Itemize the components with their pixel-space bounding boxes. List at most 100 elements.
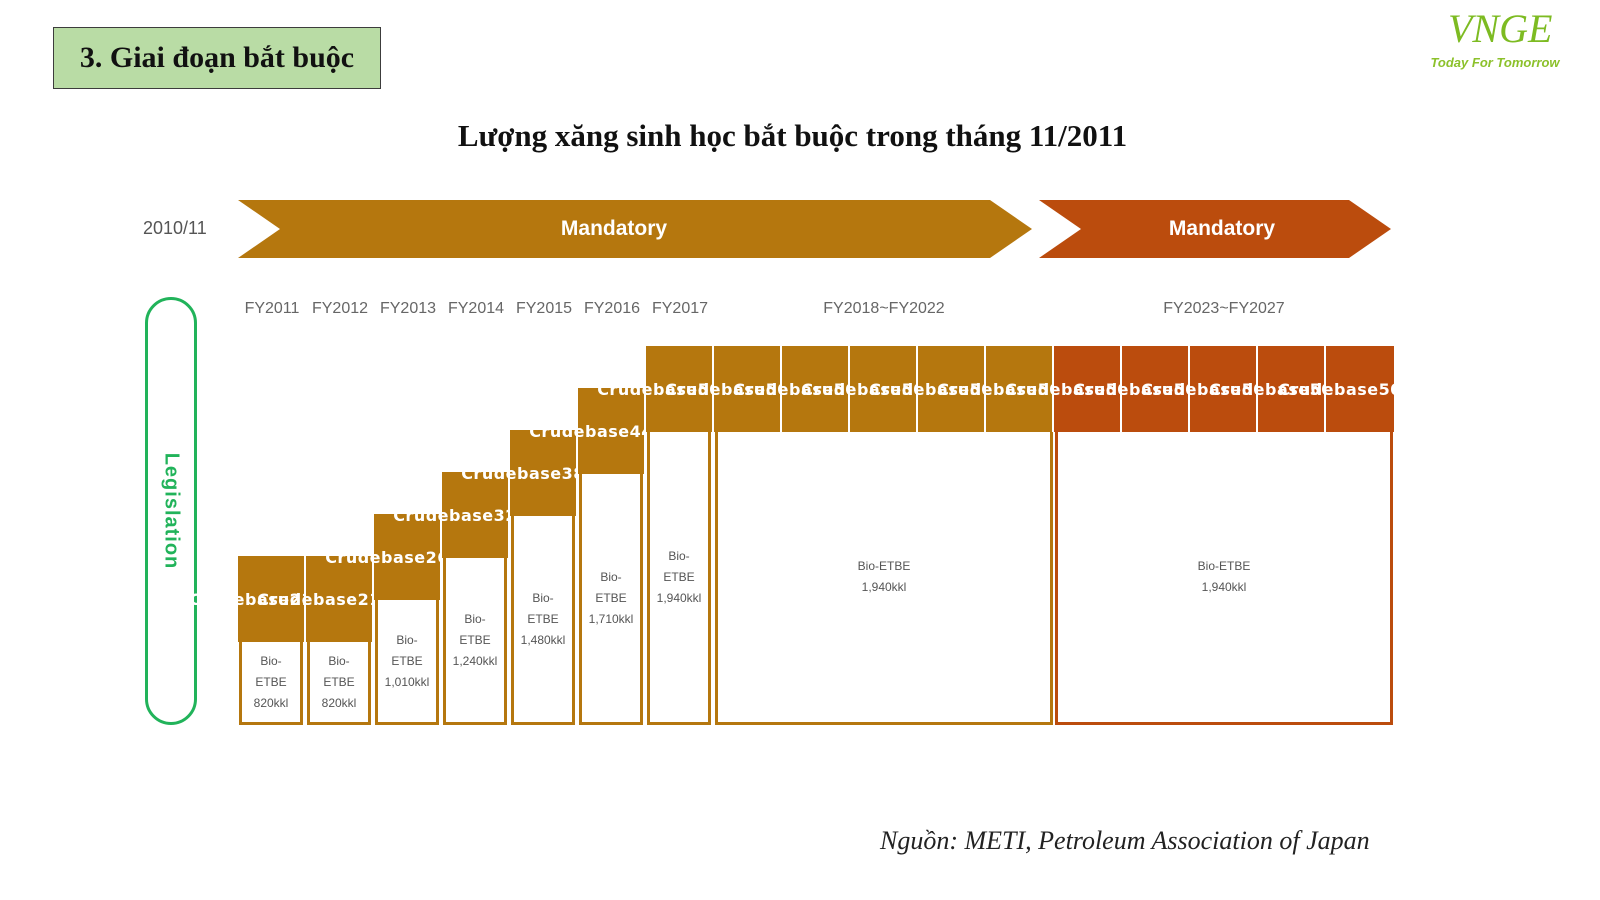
legislation-label: Legislation bbox=[160, 452, 183, 570]
bio-etbe-group-fy2018-fy2022: Bio-ETBE 1,940kkl bbox=[715, 432, 1053, 725]
crude-base-bar: Crudebase320kkl bbox=[393, 472, 556, 558]
label-line: base bbox=[517, 463, 562, 483]
label-line: base bbox=[721, 379, 766, 399]
label-line: base bbox=[245, 589, 290, 609]
phase-label-2: Mandatory bbox=[1168, 217, 1276, 240]
bio-etbe-label: Bio- ETBE 1,010kkl bbox=[385, 630, 430, 693]
label-line: Crude bbox=[529, 421, 586, 441]
label-line: base bbox=[857, 379, 902, 399]
label-line: Crude bbox=[1209, 379, 1266, 399]
bio-etbe-label: Bio- ETBE 1,940kkl bbox=[657, 546, 702, 609]
phase-arrow-1 bbox=[238, 200, 1032, 258]
label-line: 1,240kkl bbox=[452, 653, 498, 668]
label-line: base bbox=[925, 379, 970, 399]
column-divider-tick bbox=[1257, 722, 1259, 725]
label-line: ETBE bbox=[595, 590, 627, 605]
column-divider-tick bbox=[917, 722, 919, 725]
timeline-start-label: 2010/11 bbox=[143, 218, 207, 238]
label-line: base bbox=[449, 505, 494, 525]
label-line: Bio- bbox=[396, 632, 418, 647]
label-line: Bio-ETBE bbox=[1197, 559, 1251, 573]
label-line: Crude bbox=[665, 379, 722, 399]
year-label-fy2014: FY2014 bbox=[447, 300, 505, 317]
label-line: Crude bbox=[1141, 379, 1198, 399]
label-line: base bbox=[1265, 379, 1310, 399]
phase-arrow-1-shape bbox=[238, 200, 1032, 258]
year-label-fy2011: FY2011 bbox=[244, 300, 300, 317]
column-divider-tick bbox=[1189, 722, 1191, 725]
label-line: Crude bbox=[393, 505, 450, 525]
label-line: Bio- bbox=[532, 590, 554, 605]
logo-mark: VNGE bbox=[1448, 6, 1553, 51]
bio-etbe-label: Bio- ETBE 1,710kkl bbox=[589, 567, 634, 630]
crude-base-bar: Crudebase260kkl bbox=[325, 514, 488, 600]
label-line: 1,940kkl bbox=[1201, 580, 1247, 594]
label-line: Bio- bbox=[260, 653, 282, 668]
label-line: base bbox=[1197, 379, 1242, 399]
year-label-fy2015: FY2015 bbox=[515, 300, 573, 317]
label-line: Crude bbox=[257, 589, 314, 609]
logo-tagline: Today For Tomorrow bbox=[1430, 55, 1560, 70]
label-line: ETBE bbox=[391, 653, 423, 668]
label-line: base bbox=[1129, 379, 1174, 399]
phase-arrow-2 bbox=[1039, 200, 1391, 258]
label-line: Crude bbox=[1005, 379, 1062, 399]
phase-arrow-2-shape bbox=[1039, 200, 1391, 258]
legislation-frame bbox=[145, 297, 197, 725]
label-line: 820kkl bbox=[321, 695, 357, 710]
label-line: Crude bbox=[325, 547, 382, 567]
bio-etbe-label: Bio- ETBE 820kkl bbox=[322, 651, 357, 714]
column-divider-tick bbox=[849, 722, 851, 725]
label-line: base bbox=[653, 379, 698, 399]
label-line: ETBE bbox=[527, 611, 559, 626]
label-line: base bbox=[585, 421, 630, 441]
phase-label-1: Mandatory bbox=[560, 217, 668, 240]
vnge-logo: VNGE Today For Tomorrow bbox=[1410, 5, 1580, 80]
chart-title: Lượng xăng sinh học bắt buộc trong tháng… bbox=[457, 118, 1128, 153]
bio-etbe-label: Bio- ETBE 1,240kkl bbox=[453, 609, 498, 672]
column-divider-tick bbox=[781, 722, 783, 725]
label-line: base bbox=[993, 379, 1038, 399]
label-line: 1,710kkl bbox=[588, 611, 634, 626]
bio-etbe-bar: Bio- ETBE 820kkl bbox=[307, 642, 371, 725]
label-line: 820kkl bbox=[253, 695, 289, 710]
label-line: 1,940kkl bbox=[656, 590, 702, 605]
bio-etbe-bar: Bio- ETBE 820kkl bbox=[239, 642, 303, 725]
label-line: Crude bbox=[597, 379, 654, 399]
crude-base-bar: Crudebase440kkl bbox=[529, 388, 692, 474]
label-line: Crude bbox=[801, 379, 858, 399]
bio-etbe-group-fy2023-fy2027: Bio-ETBE 1,940kkl bbox=[1055, 432, 1393, 725]
bio-etbe-bar: Bio- ETBE 1,010kkl bbox=[375, 600, 439, 725]
bio-etbe-label: Bio- ETBE 820kkl bbox=[254, 651, 289, 714]
year-label-fy2012: FY2012 bbox=[311, 300, 369, 317]
label-line: ETBE bbox=[663, 569, 695, 584]
label-line: base bbox=[1061, 379, 1106, 399]
bio-etbe-bar: Bio- ETBE 1,480kkl bbox=[511, 516, 575, 725]
bio-etbe-label: Bio- ETBE 1,480kkl bbox=[521, 588, 566, 651]
label-line: Bio-ETBE bbox=[857, 559, 911, 573]
label-line: Bio- bbox=[668, 548, 690, 563]
crude-base-bar: Crudebase380kkl bbox=[461, 430, 624, 516]
label-line: Crude bbox=[1278, 379, 1335, 399]
label-line: base bbox=[789, 379, 834, 399]
source-citation: Nguồn: METI, Petroleum Association of Ja… bbox=[880, 826, 1370, 855]
label-line: Crude bbox=[869, 379, 926, 399]
label-line: Crude bbox=[1073, 379, 1130, 399]
bio-etbe-bar: Bio- ETBE 1,240kkl bbox=[443, 558, 507, 725]
label-line: Crude bbox=[733, 379, 790, 399]
column-divider-tick bbox=[1325, 722, 1327, 725]
label-line: Crude bbox=[189, 589, 246, 609]
year-label-fy2018-fy2022: FY2018~FY2022 bbox=[823, 300, 945, 317]
label-line: Bio- bbox=[328, 653, 350, 668]
label-line: Bio- bbox=[600, 569, 622, 584]
label-line: base bbox=[381, 547, 426, 567]
label-line: ETBE bbox=[323, 674, 355, 689]
label-line: 1,010kkl bbox=[384, 674, 430, 689]
label-line: base bbox=[313, 589, 358, 609]
year-label-fy2016: FY2016 bbox=[583, 300, 641, 317]
label-line: ETBE bbox=[459, 632, 491, 647]
label-line: 500kkl bbox=[1378, 379, 1442, 399]
